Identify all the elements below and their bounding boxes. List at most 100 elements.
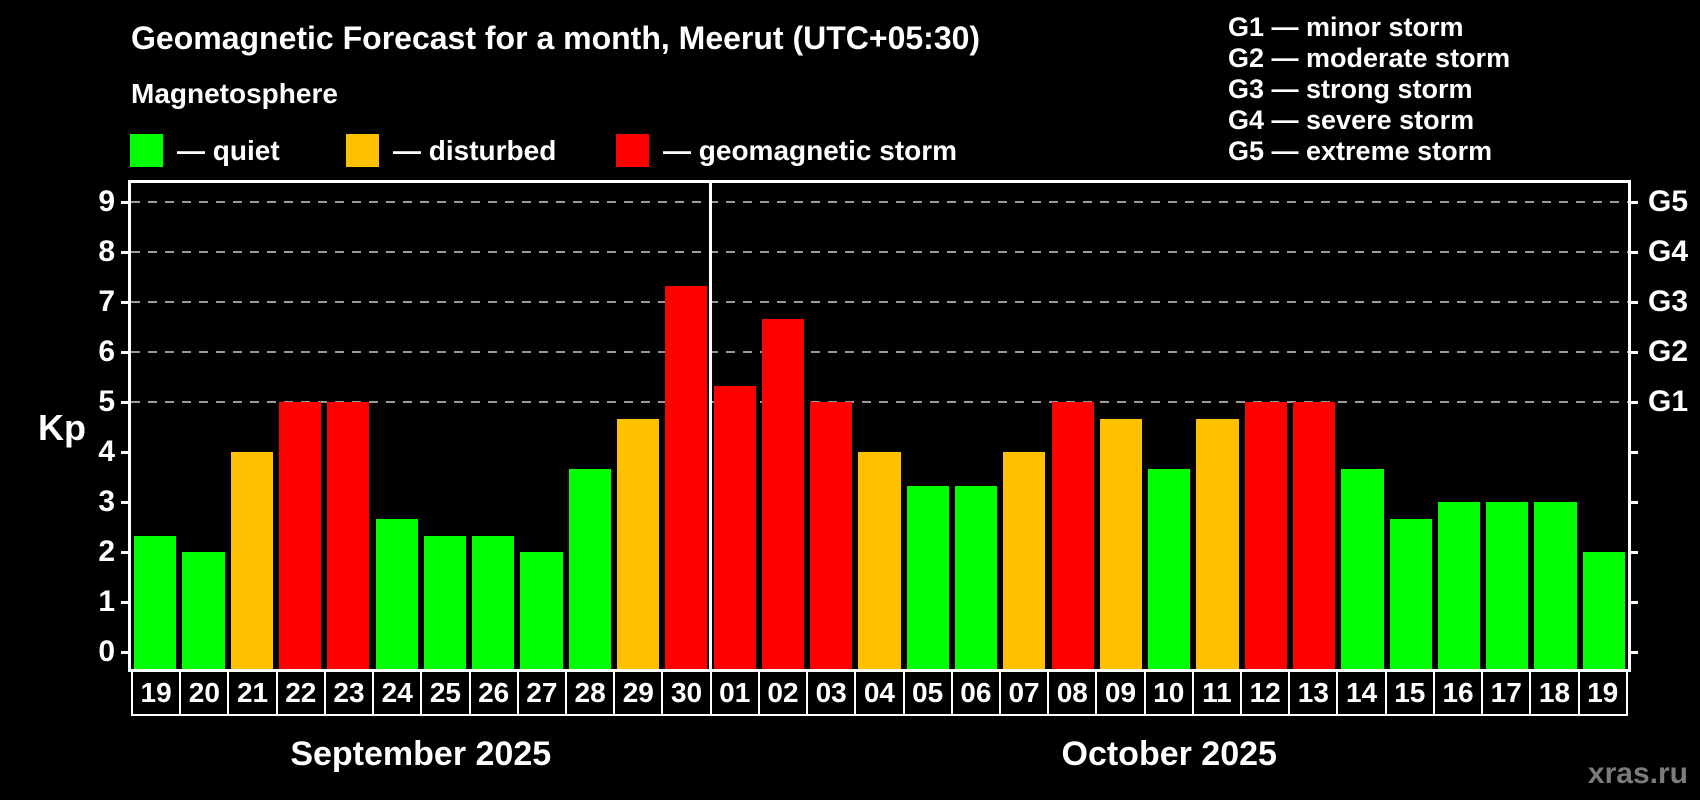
kp-bar-15 [1389,518,1432,669]
kp-bar-19 [134,535,177,669]
day-label: 17 [1481,671,1529,714]
kp-bar-14 [1341,468,1384,669]
right-axis-tick [1628,601,1638,604]
day-label: 26 [468,671,517,714]
kp-bar-29 [616,418,660,669]
day-label: 20 [179,671,227,714]
gridline [131,251,1628,253]
day-label: 03 [806,671,854,714]
kp-bar-21 [230,452,273,669]
day-label: 04 [854,671,902,714]
g-scale-legend-line: G4 — severe storm [1228,105,1475,135]
g-scale-legend-line: G1 — minor storm [1228,12,1464,42]
gridline [131,201,1628,203]
kp-bar-23 [327,402,370,669]
day-label: 12 [1240,671,1288,714]
y-axis-tick [121,601,131,604]
day-label: 19 [1577,671,1626,714]
kp-tick-label: 1 [98,585,115,618]
kp-tick-label: 8 [98,235,115,268]
y-axis-tick [121,651,131,654]
day-label: 27 [516,671,565,714]
chart-subtitle: Magnetosphere [131,78,338,109]
legend-label-storm: — geomagnetic storm [663,135,958,166]
kp-tick-label: 7 [98,285,115,318]
month-divider [709,183,712,669]
g-scale-label: G3 [1648,285,1689,318]
y-axis-tick [121,251,131,254]
kp-bar-07 [1003,452,1046,669]
day-label: 08 [1047,671,1095,714]
gridline [131,351,1628,353]
month-label-october: October 2025 [1061,735,1277,773]
kp-bar-03 [810,402,853,669]
g-scale-label: G5 [1648,185,1689,218]
legend-label-disturbed: — disturbed [393,135,557,166]
y-axis-tick [121,351,131,354]
day-label: 16 [1432,671,1481,714]
g-scale-legend-line: G5 — extreme storm [1228,136,1493,166]
g-scale-label: G2 [1648,335,1689,368]
day-label: 13 [1288,671,1336,714]
kp-tick-label: 2 [98,535,115,568]
right-axis-tick [1628,401,1638,404]
kp-bar-30 [665,285,708,669]
gridline [131,401,1628,403]
right-axis-tick [1628,501,1638,504]
kp-bar-19 [1582,552,1625,669]
legend-swatch-disturbed [346,134,379,167]
legend-label-quiet: — quiet [177,135,280,166]
kp-bar-06 [954,485,998,669]
day-label: 10 [1143,671,1192,714]
day-label: 14 [1336,671,1384,714]
right-axis-tick [1628,201,1638,204]
kp-bar-27 [520,552,563,669]
right-axis-tick [1628,551,1638,554]
legend-item-storm: — geomagnetic storm [616,134,957,167]
g-scale-legend-line: G3 — strong storm [1228,74,1473,104]
day-label: 11 [1191,671,1240,714]
kp-bar-16 [1437,502,1481,669]
kp-bar-08 [1051,402,1094,669]
day-label: 19 [140,676,172,708]
day-label: 25 [420,671,468,714]
kp-bar-20 [182,552,225,669]
legend-swatch-quiet [130,134,163,167]
y-axis-tick [121,551,131,554]
gridline [131,301,1628,303]
kp-bar-13 [1293,402,1336,669]
kp-tick-label: 0 [98,635,115,668]
kp-bar-09 [1099,418,1143,669]
day-axis-row: 19 20 21 22 23 24 25 26 27 28 29 30 01 02 03 04 05 06 07 08… [131,669,1628,716]
kp-bar-12 [1244,402,1287,669]
legend-item-quiet: — quiet [130,134,280,167]
watermark: xras.ru [1587,757,1688,790]
y-axis-tick [121,201,131,204]
y-axis-tick [121,301,131,304]
day-label: 01 [709,671,758,714]
day-label: 21 [227,671,275,714]
kp-tick-label: 9 [98,185,115,218]
day-label: 06 [950,671,999,714]
kp-bar-05 [906,485,949,669]
kp-tick-label: 5 [98,385,115,418]
g-scale-label: G1 [1648,385,1689,418]
day-label: 29 [613,671,661,714]
day-label: 15 [1384,671,1433,714]
kp-bar-04 [858,452,901,669]
kp-bar-22 [278,402,322,669]
kp-bar-18 [1534,502,1577,669]
legend-swatch-storm [616,134,649,167]
day-label: 22 [275,671,324,714]
day-label: 23 [323,671,372,714]
kp-bar-25 [423,535,466,669]
month-label-september: September 2025 [290,735,552,773]
chart-title: Geomagnetic Forecast for a month, Meerut… [131,20,981,56]
day-label: 28 [564,671,613,714]
kp-tick-label: 3 [98,485,115,518]
kp-tick-label: 4 [98,435,115,468]
kp-bar-01 [713,385,756,669]
g-scale-label: G4 [1648,235,1689,268]
y-axis-tick [121,451,131,454]
